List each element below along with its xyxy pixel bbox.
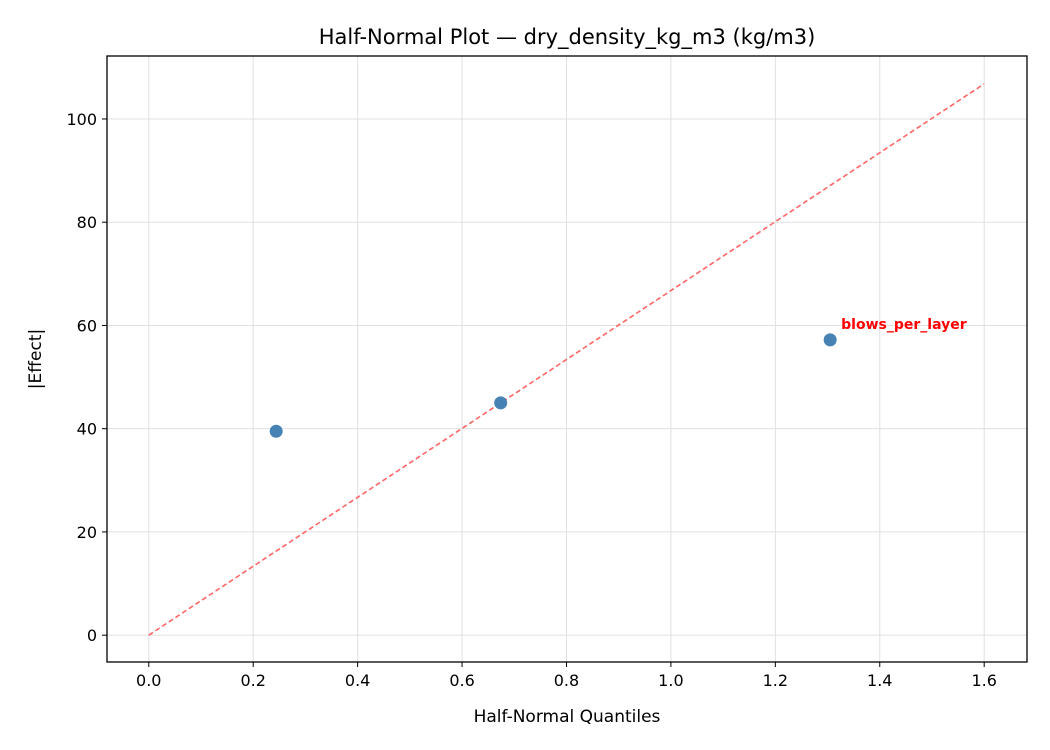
effect-point [823,333,837,347]
effect-point [494,396,508,410]
plot-frame [106,55,1028,663]
x-tick-label: 0.4 [345,671,370,690]
y-tick-label: 100 [66,110,97,129]
x-tick-label: 0.2 [240,671,265,690]
y-tick-label: 0 [87,626,97,645]
y-tick-label: 20 [77,523,97,542]
x-tick-label: 1.0 [658,671,683,690]
y-tick-label: 60 [77,316,97,335]
y-axis-label: |Effect| [26,329,46,389]
reference-line [148,83,985,636]
x-tick-label: 0.6 [449,671,474,690]
point-annotation: blows_per_layer [841,317,967,333]
chart-title: Half-Normal Plot — dry_density_kg_m3 (kg… [319,25,816,50]
x-tick-label: 1.4 [867,671,892,690]
x-tick-label: 1.2 [763,671,788,690]
y-tick-label: 40 [77,420,97,439]
x-tick-label: 0.8 [554,671,579,690]
effect-point [269,424,283,438]
y-tick-label: 80 [77,213,97,232]
x-tick-label: 0.0 [136,671,161,690]
x-tick-label: 1.6 [971,671,996,690]
x-axis-label: Half-Normal Quantiles [474,707,661,727]
